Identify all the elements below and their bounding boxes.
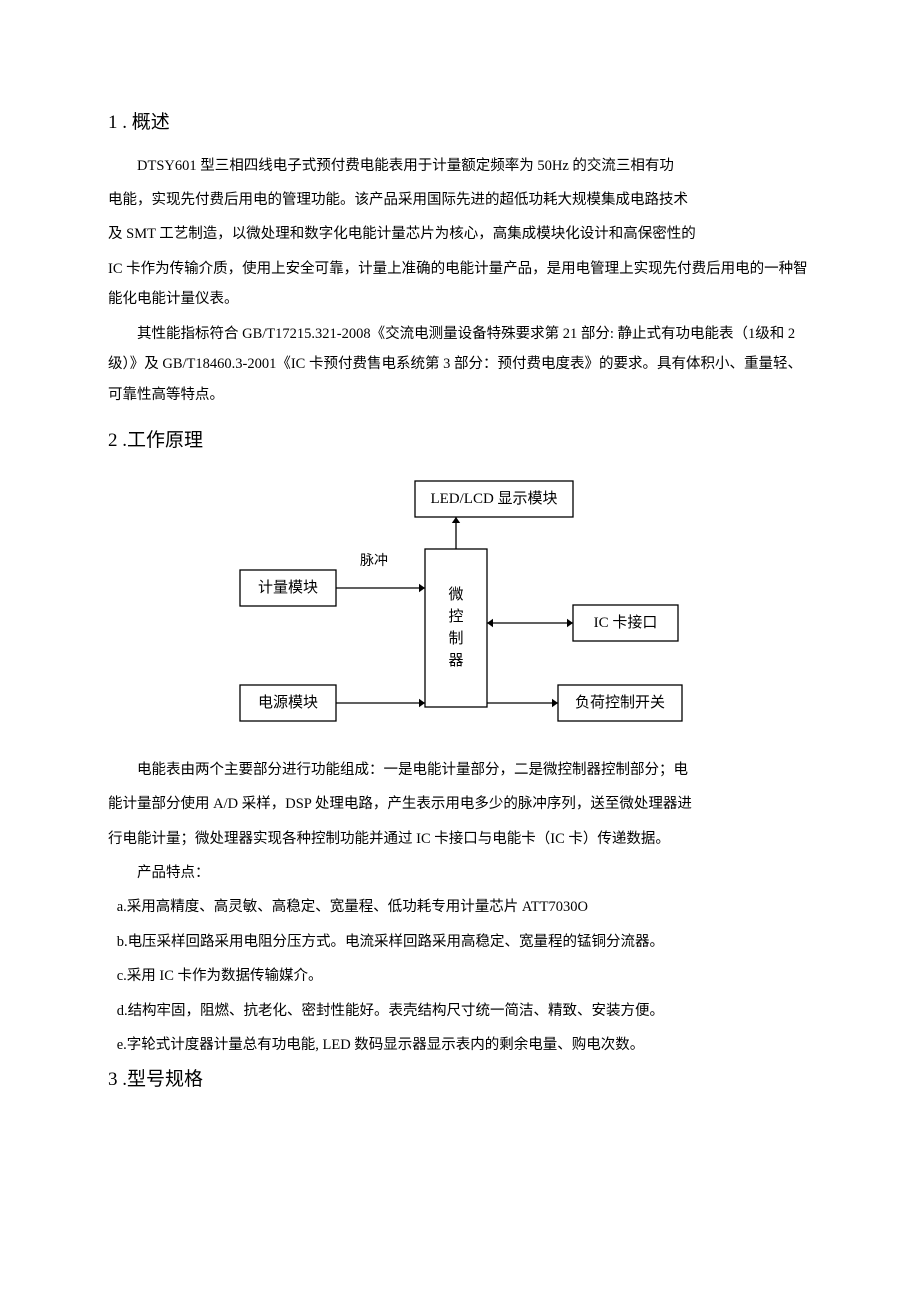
diagram-svg: 脉冲 LED/LCD 显示模块计量模块 微控制器 IC 卡接口电源模块 负荷控制开关 xyxy=(220,473,700,733)
features-title: 产品特点： xyxy=(108,858,812,888)
overview-p5: 其性能指标符合 GB/T17215.321-2008《交流电测量设备特殊要求第 … xyxy=(108,319,812,410)
svg-text:制: 制 xyxy=(448,630,463,647)
block-diagram: 脉冲 LED/LCD 显示模块计量模块 微控制器 IC 卡接口电源模块 负荷控制开关 xyxy=(108,473,812,733)
feature-item: d.结构牢固，阻燃、抗老化、密封性能好。表壳结构尺寸统一简洁、精致、安装方便。 xyxy=(117,996,812,1026)
svg-text:器: 器 xyxy=(448,653,463,669)
svg-text:电源模块: 电源模块 xyxy=(258,694,318,711)
svg-text:脉冲: 脉冲 xyxy=(360,553,388,569)
svg-text:LED/LCD 显示模块: LED/LCD 显示模块 xyxy=(430,490,557,507)
feature-item: c.采用 IC 卡作为数据传输媒介。 xyxy=(117,961,812,991)
overview-p1: DTSY601 型三相四线电子式预付费电能表用于计量额定频率为 50Hz 的交流… xyxy=(108,151,812,181)
svg-text:计量模块: 计量模块 xyxy=(258,579,318,596)
section3-title: 3 .型号规格 xyxy=(108,1067,812,1094)
feature-item: e.字轮式计度器计量总有功电能, LED 数码显示器显示表内的剩余电量、购电次数… xyxy=(117,1030,812,1060)
overview-p4: IC 卡作为传输介质，使用上安全可靠，计量上准确的电能计量产品，是用电管理上实现… xyxy=(108,254,812,315)
principle-p2: 能计量部分使用 A/D 采样，DSP 处理电路，产生表示用电多少的脉冲序列，送至… xyxy=(108,789,812,819)
svg-text:控: 控 xyxy=(448,608,463,625)
page: 1 . 概述 DTSY601 型三相四线电子式预付费电能表用于计量额定频率为 5… xyxy=(0,0,920,1303)
svg-text:微: 微 xyxy=(448,586,463,603)
section2-title: 2 .工作原理 xyxy=(108,428,812,455)
svg-text:负荷控制开关: 负荷控制开关 xyxy=(575,694,665,711)
principle-p3: 行电能计量；微处理器实现各种控制功能并通过 IC 卡接口与电能卡（IC 卡）传递… xyxy=(108,824,812,854)
overview-p2: 电能，实现先付费后用电的管理功能。该产品采用国际先进的超低功耗大规模集成电路技术 xyxy=(108,185,812,215)
overview-p3: 及 SMT 工艺制造，以微处理和数字化电能计量芯片为核心，高集成模块化设计和高保… xyxy=(108,219,812,249)
svg-text:IC 卡接口: IC 卡接口 xyxy=(594,614,658,631)
feature-item: b.电压采样回路采用电阻分压方式。电流采样回路采用高稳定、宽量程的锰铜分流器。 xyxy=(117,927,812,957)
section1-title: 1 . 概述 xyxy=(108,110,812,137)
principle-p1: 电能表由两个主要部分进行功能组成：一是电能计量部分，二是微控制器控制部分；电 xyxy=(108,755,812,785)
features-list: a.采用高精度、高灵敏、高稳定、宽量程、低功耗专用计量芯片 ATT7030O b… xyxy=(108,892,812,1060)
feature-item: a.采用高精度、高灵敏、高稳定、宽量程、低功耗专用计量芯片 ATT7030O xyxy=(117,892,812,922)
